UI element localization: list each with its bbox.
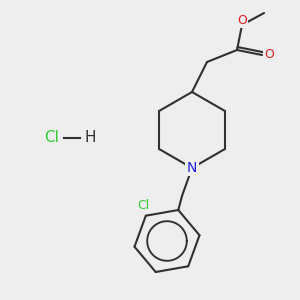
Text: Cl: Cl xyxy=(45,130,59,146)
Text: O: O xyxy=(237,14,247,26)
Text: O: O xyxy=(264,49,274,62)
Text: N: N xyxy=(187,161,197,175)
Text: Cl: Cl xyxy=(138,199,150,212)
Text: H: H xyxy=(84,130,96,146)
